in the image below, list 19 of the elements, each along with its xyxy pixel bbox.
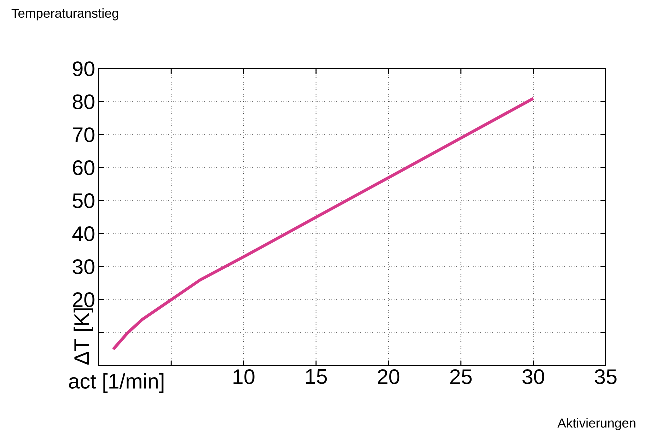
x-tick-label: 35	[595, 370, 617, 384]
y-tick-label: 30	[72, 260, 95, 274]
x-tick-label: 30	[522, 370, 544, 384]
x-tick-label: 25	[450, 370, 472, 384]
x-axis-title: act [1/min]	[69, 374, 164, 394]
y-axis-title: ΔT [K]	[74, 308, 94, 365]
x-tick-label: 10	[234, 370, 255, 384]
x-tick-label: 15	[306, 370, 328, 384]
y-tick-label: 50	[72, 194, 95, 208]
x-tick-label: 20	[378, 370, 400, 384]
y-tick-label: 70	[73, 128, 95, 142]
y-tick-label: 90	[73, 62, 95, 76]
y-tick-label: 20	[73, 292, 95, 308]
y-tick-label: 60	[73, 160, 95, 176]
y-tick-label: 80	[73, 94, 95, 110]
text: Aktivierungen	[558, 418, 636, 430]
chart-title: Temperaturanstieg	[12, 8, 118, 21]
y-tick-label: 40	[72, 226, 95, 242]
line-series	[112, 97, 536, 351]
